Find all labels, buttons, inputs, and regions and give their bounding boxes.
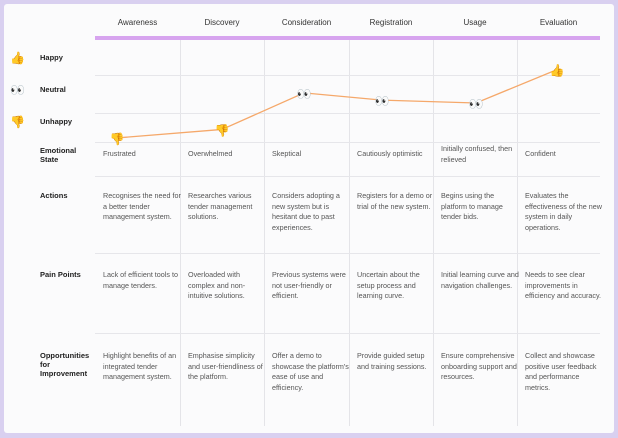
row-cell: Initial learning curve and navigation ch… xyxy=(441,270,519,290)
row-cell: Frustrated xyxy=(103,149,136,158)
row-label: Emotional State xyxy=(40,146,77,164)
row-divider xyxy=(95,333,600,334)
row-divider xyxy=(95,75,600,76)
row-cell: Lack of efficient tools to manage tender… xyxy=(103,270,178,290)
row-cell: Provide guided setup and training sessio… xyxy=(357,351,427,371)
row-cell: Ensure comprehensive onboarding support … xyxy=(441,351,517,382)
eyes-icon: 👀 xyxy=(10,83,25,97)
row-label: Actions xyxy=(40,191,68,200)
row-cell: Initially confused, then relieved xyxy=(441,144,513,164)
row-cell: Researches various tender management sol… xyxy=(188,191,253,222)
stage-header: Discovery xyxy=(204,18,240,27)
legend-label: Neutral xyxy=(40,85,66,94)
emotion-point-happy: 👍 xyxy=(550,64,565,78)
row-divider xyxy=(95,253,600,254)
thumbs-down-icon: 👎 xyxy=(10,115,25,129)
emotion-line xyxy=(116,68,558,139)
row-divider xyxy=(95,142,600,143)
row-cell: Registers for a demo or trial of the new… xyxy=(357,191,433,211)
stage-header: Usage xyxy=(463,18,487,27)
row-cell: Overwhelmed xyxy=(188,149,233,158)
column-divider xyxy=(180,40,181,426)
emotion-point-neutral: 👀 xyxy=(469,97,484,111)
row-cell: Needs to see clear improvements in effic… xyxy=(525,270,602,301)
row-cell: Previous systems were not user-friendly … xyxy=(272,270,346,301)
column-divider xyxy=(349,40,350,426)
stage-accent-bar xyxy=(95,36,600,40)
row-cell: Recognises the need for a better tender … xyxy=(103,191,181,222)
emotion-point-unhappy: 👎 xyxy=(110,132,125,146)
row-cell: Evaluates the effectiveness of the new s… xyxy=(525,191,602,232)
thumbs-up-icon: 👍 xyxy=(10,51,25,65)
row-cell: Considers adopting a new system but is h… xyxy=(272,191,340,232)
row-cell: Confident xyxy=(525,149,556,158)
column-divider xyxy=(517,40,518,426)
column-divider xyxy=(433,40,434,426)
row-cell: Emphasise simplicity and user-friendline… xyxy=(188,351,263,382)
row-cell: Collect and showcase positive user feedb… xyxy=(525,351,597,392)
legend-label: Happy xyxy=(40,53,63,62)
row-label: Pain Points xyxy=(40,270,81,279)
emotion-point-neutral: 👀 xyxy=(297,87,312,101)
column-divider xyxy=(264,40,265,426)
row-cell: Uncertain about the setup process and le… xyxy=(357,270,420,301)
row-cell: Skeptical xyxy=(272,149,302,158)
row-cell: Highlight benefits of an integrated tend… xyxy=(103,351,177,382)
row-cell: Cautiously optimistic xyxy=(357,149,423,158)
emotion-point-unhappy: 👎 xyxy=(215,123,230,137)
row-cell: Offer a demo to showcase the platform's … xyxy=(272,351,349,392)
stage-header: Registration xyxy=(369,18,413,27)
row-cell: Overloaded with complex and non-intuitiv… xyxy=(188,270,246,301)
row-divider xyxy=(95,176,600,177)
row-cell: Begins using the platform to manage tend… xyxy=(441,191,503,222)
stage-header: Consideration xyxy=(281,18,332,27)
row-divider xyxy=(95,113,600,114)
stage-header: Awareness xyxy=(117,18,158,27)
row-label: Opportunities for Improvement xyxy=(40,351,90,378)
stage-header: Evaluation xyxy=(539,18,578,27)
emotion-point-neutral: 👀 xyxy=(375,94,390,108)
legend-label: Unhappy xyxy=(40,117,73,126)
